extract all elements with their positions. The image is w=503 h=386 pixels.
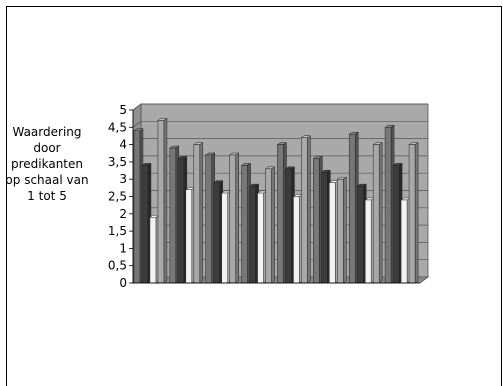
bar	[204, 152, 216, 284]
bar	[292, 194, 304, 284]
gridline	[132, 103, 428, 111]
y-tick-label: 0	[119, 276, 127, 290]
bar	[400, 197, 411, 284]
y-tick-label: 2,5	[108, 190, 127, 204]
bar	[133, 128, 144, 284]
bar	[336, 176, 348, 284]
bar	[212, 180, 224, 284]
bar	[192, 142, 204, 284]
bar	[228, 152, 240, 284]
y-axis-label-line: op schaal van	[5, 173, 89, 187]
bar	[168, 145, 180, 284]
bar	[408, 142, 419, 284]
bar	[256, 190, 268, 284]
y-tick-label: 3,5	[108, 155, 127, 169]
bar	[320, 169, 332, 284]
bar	[149, 214, 160, 284]
bar	[284, 166, 296, 284]
y-axis-label-line: 1 tot 5	[27, 189, 67, 203]
bar	[141, 162, 152, 284]
y-tick-label: 5	[119, 103, 127, 117]
bar	[372, 142, 384, 284]
y-tick-label: 0,5	[108, 259, 127, 273]
bar	[276, 142, 288, 284]
bar	[364, 197, 376, 284]
bar	[240, 162, 252, 284]
bar	[384, 124, 395, 284]
bar	[220, 190, 232, 284]
y-axis-label-line: Waardering	[12, 125, 82, 139]
bar	[184, 187, 196, 284]
gridline	[132, 120, 428, 128]
y-axis-label-line: door	[33, 141, 61, 155]
y-tick-label: 4,5	[108, 120, 127, 134]
bar	[312, 155, 324, 284]
bar	[356, 183, 368, 284]
y-tick-label: 1,5	[108, 224, 127, 238]
bar	[157, 117, 168, 284]
y-axis-label-line: predikanten	[10, 157, 83, 171]
y-tick-label: 3	[119, 172, 127, 186]
bar	[248, 183, 260, 284]
bar	[328, 180, 340, 284]
y-tick-label: 2	[119, 207, 127, 221]
bar	[392, 162, 403, 284]
y-axis-label: Waardering door predikanten op schaal van 1 …	[4, 124, 90, 204]
bar	[176, 155, 188, 284]
y-tick-label: 4	[119, 138, 127, 152]
bar	[300, 135, 312, 284]
bar	[348, 131, 360, 284]
bar	[264, 166, 276, 284]
y-tick-label: 1	[119, 241, 127, 255]
